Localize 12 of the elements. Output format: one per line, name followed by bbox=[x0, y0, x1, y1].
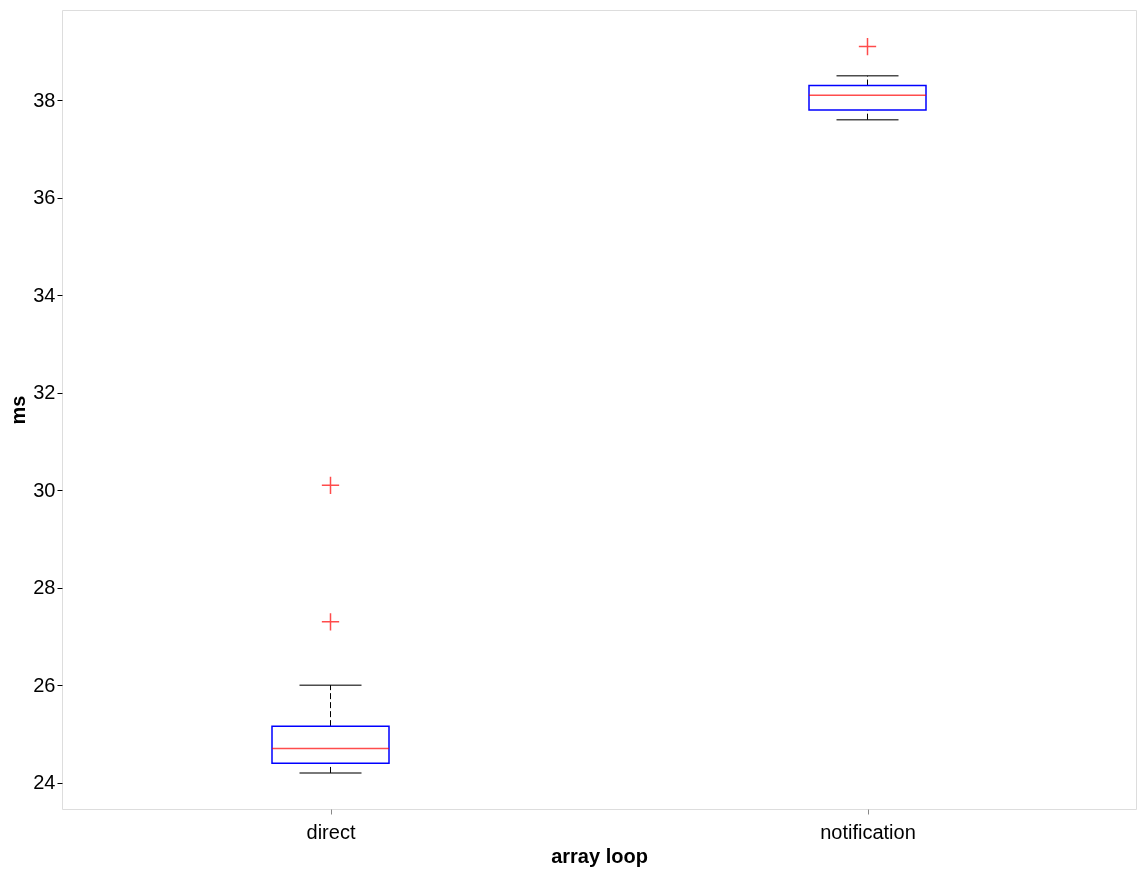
x-tick-label: direct bbox=[306, 820, 356, 843]
y-tick-label: 30 bbox=[33, 478, 56, 501]
x-tick-label: notification bbox=[820, 820, 916, 843]
y-tick-label: 32 bbox=[33, 381, 56, 404]
x-axis-title: array loop bbox=[551, 844, 648, 867]
y-tick-label: 24 bbox=[33, 771, 56, 794]
y-tick-label: 36 bbox=[33, 186, 56, 209]
y-tick-label: 38 bbox=[33, 88, 56, 111]
y-axis-title: ms bbox=[7, 395, 30, 425]
y-tick-label: 34 bbox=[33, 283, 56, 306]
y-tick-label: 28 bbox=[33, 576, 56, 599]
y-tick-label: 26 bbox=[33, 673, 56, 696]
